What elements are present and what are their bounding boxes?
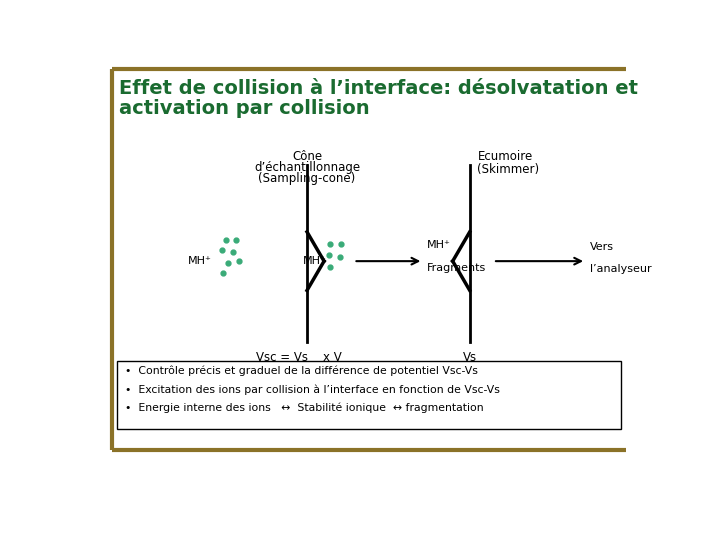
Text: (Skimmer): (Skimmer) — [477, 163, 539, 176]
Text: Vsc = Vs    x V: Vsc = Vs x V — [256, 351, 342, 364]
Text: •  Energie interne des ions   ↔  Stabilité ionique  ↔ fragmentation: • Energie interne des ions ↔ Stabilité i… — [125, 403, 484, 413]
FancyBboxPatch shape — [117, 361, 621, 429]
Text: (Sampling-cone): (Sampling-cone) — [258, 172, 356, 185]
Text: MH⁺: MH⁺ — [302, 256, 326, 266]
Text: Cône: Cône — [292, 150, 322, 164]
Text: l’analyseur: l’analyseur — [590, 264, 652, 274]
Text: Effet de collision à l’interface: désolvatation et: Effet de collision à l’interface: désolv… — [120, 79, 639, 98]
Text: MH⁺: MH⁺ — [427, 240, 451, 251]
Text: •  Contrôle précis et graduel de la différence de potentiel Vsc-Vs: • Contrôle précis et graduel de la diffé… — [125, 366, 478, 376]
Text: Fragments: Fragments — [427, 262, 487, 273]
Text: Ecumoire: Ecumoire — [477, 150, 533, 164]
Text: Vs: Vs — [463, 351, 477, 364]
Text: MH⁺: MH⁺ — [188, 256, 212, 266]
Text: d’échantillonnage: d’échantillonnage — [254, 161, 360, 174]
Text: activation par collision: activation par collision — [120, 99, 370, 118]
Text: Vers: Vers — [590, 242, 614, 252]
Text: •  Excitation des ions par collision à l’interface en fonction de Vsc-Vs: • Excitation des ions par collision à l’… — [125, 384, 500, 395]
